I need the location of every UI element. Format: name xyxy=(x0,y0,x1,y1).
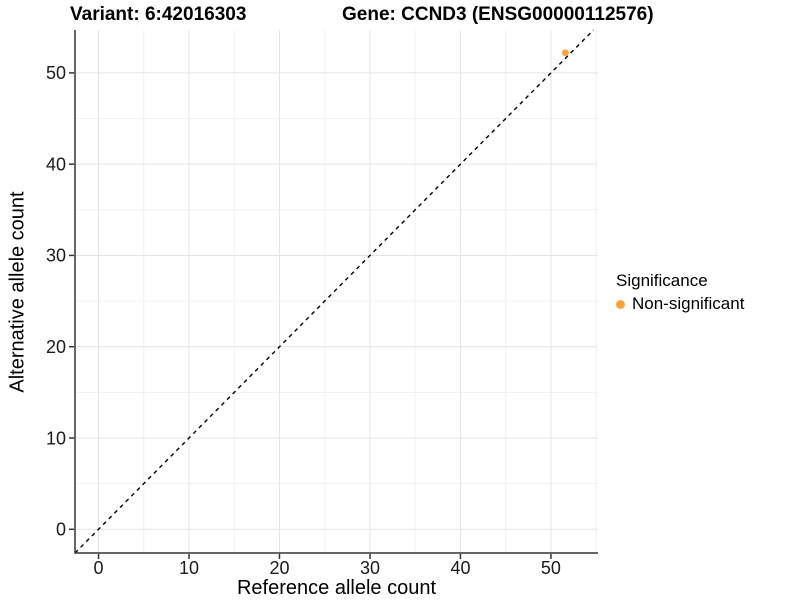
x-tick-label: 50 xyxy=(541,558,561,578)
plot-title-variant: Variant: 6:42016303 xyxy=(70,4,247,25)
axis-lines xyxy=(74,30,598,554)
legend-item: Non-significant xyxy=(616,294,744,314)
legend-items: Non-significant xyxy=(616,294,744,314)
x-tick-label: 40 xyxy=(450,558,470,578)
x-tick-label: 10 xyxy=(179,558,199,578)
y-tick-label: 30 xyxy=(46,246,66,266)
x-tick-label: 20 xyxy=(269,558,289,578)
x-tick-label: 30 xyxy=(360,558,380,578)
plot-title-gene: Gene: CCND3 (ENSG00000112576) xyxy=(342,4,654,25)
identity-line xyxy=(74,29,594,554)
y-tick-label: 50 xyxy=(46,63,66,83)
legend-point-icon xyxy=(616,299,625,309)
legend: Significance Non-significant xyxy=(616,271,744,314)
y-tick-label: 20 xyxy=(46,337,66,357)
y-axis-title: Alternative allele count xyxy=(6,191,29,393)
y-tick-label: 40 xyxy=(46,154,66,174)
legend-item-label: Non-significant xyxy=(632,294,745,313)
legend-title: Significance xyxy=(616,271,708,290)
x-axis-title: Reference allele count xyxy=(236,577,436,599)
y-tick-label: 0 xyxy=(56,520,66,540)
x-tick-label: 0 xyxy=(94,558,104,578)
scatter-point xyxy=(561,49,569,57)
y-tick-label: 10 xyxy=(46,428,66,448)
